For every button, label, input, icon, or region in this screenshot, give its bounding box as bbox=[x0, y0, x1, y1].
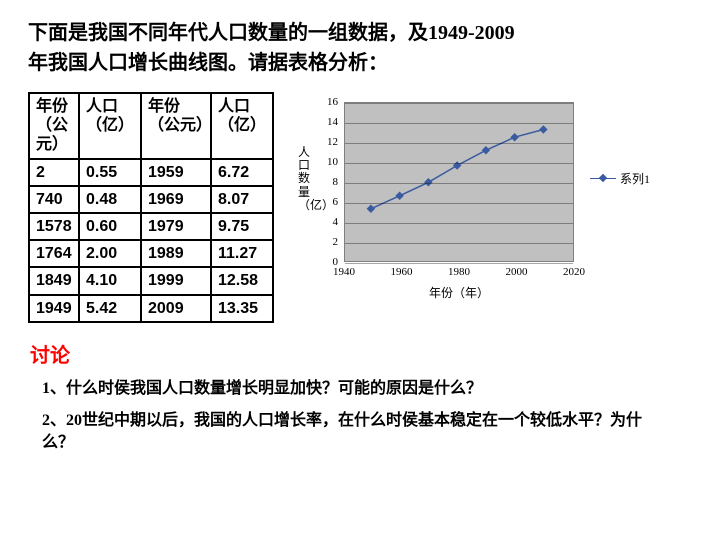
y-tick-label: 12 bbox=[318, 136, 338, 148]
table-row: 7400.4819698.07 bbox=[29, 186, 273, 213]
y-tick-label: 4 bbox=[318, 216, 338, 228]
gridline bbox=[345, 123, 573, 124]
y-axis-label: 人口数量（亿） bbox=[298, 146, 312, 212]
content-row: 年份（公元）人口（亿）年份（公元）人口（亿）20.5519596.727400.… bbox=[28, 92, 692, 323]
page-title: 下面是我国不同年代人口数量的一组数据，及1949-2009 年我国人口增长曲线图… bbox=[28, 18, 692, 78]
table-row: 18494.10199912.58 bbox=[29, 267, 273, 294]
question-1: 1、什么时侯我国人口数量增长明显加快？可能的原因是什么？ bbox=[42, 378, 672, 400]
table-cell: 2.00 bbox=[79, 240, 141, 267]
table-cell: 740 bbox=[29, 186, 79, 213]
table-row: 19495.42200913.35 bbox=[29, 295, 273, 322]
gridline bbox=[345, 263, 573, 264]
table-header: 年份（公元） bbox=[141, 93, 211, 159]
table-header: 人口（亿） bbox=[211, 93, 273, 159]
gridline bbox=[345, 103, 573, 104]
table-cell: 1578 bbox=[29, 213, 79, 240]
chart-wrapper: 人口数量（亿） 年份（年） 系列1 0246810121416194019601… bbox=[294, 92, 692, 312]
table-cell: 8.07 bbox=[211, 186, 273, 213]
table-cell: 9.75 bbox=[211, 213, 273, 240]
question-2: 2、20世纪中期以后，我国的人口增长率，在什么时侯基本稳定在一个较低水平？为什么… bbox=[42, 410, 672, 455]
x-tick-label: 2020 bbox=[554, 266, 594, 278]
table-cell: 1959 bbox=[141, 159, 211, 186]
table-header: 人口（亿） bbox=[79, 93, 141, 159]
table-cell: 0.55 bbox=[79, 159, 141, 186]
x-tick-label: 1980 bbox=[439, 266, 479, 278]
legend: 系列1 bbox=[590, 170, 650, 187]
discussion-heading: 讨论 bbox=[30, 339, 692, 368]
gridline bbox=[345, 163, 573, 164]
gridline bbox=[345, 223, 573, 224]
y-tick-label: 6 bbox=[318, 196, 338, 208]
gridline bbox=[345, 183, 573, 184]
legend-marker-icon bbox=[590, 178, 616, 179]
x-tick-label: 1960 bbox=[382, 266, 422, 278]
table-cell: 13.35 bbox=[211, 295, 273, 322]
y-tick-label: 8 bbox=[318, 176, 338, 188]
gridline bbox=[345, 143, 573, 144]
table-cell: 1999 bbox=[141, 267, 211, 294]
table-cell: 1949 bbox=[29, 295, 79, 322]
table-cell: 1849 bbox=[29, 267, 79, 294]
table-cell: 1989 bbox=[141, 240, 211, 267]
legend-label: 系列1 bbox=[620, 170, 650, 187]
table-row: 17642.00198911.27 bbox=[29, 240, 273, 267]
table-cell: 0.60 bbox=[79, 213, 141, 240]
plot-area bbox=[344, 102, 574, 262]
x-tick-label: 2000 bbox=[497, 266, 537, 278]
title-line-1: 下面是我国不同年代人口数量的一组数据，及1949-2009 bbox=[28, 22, 515, 44]
table-row: 20.5519596.72 bbox=[29, 159, 273, 186]
population-table: 年份（公元）人口（亿）年份（公元）人口（亿）20.5519596.727400.… bbox=[28, 92, 274, 323]
gridline bbox=[345, 203, 573, 204]
table-cell: 6.72 bbox=[211, 159, 273, 186]
y-tick-label: 14 bbox=[318, 116, 338, 128]
table-cell: 1969 bbox=[141, 186, 211, 213]
table-header: 年份（公元） bbox=[29, 93, 79, 159]
y-tick-label: 10 bbox=[318, 156, 338, 168]
table-row: 15780.6019799.75 bbox=[29, 213, 273, 240]
y-tick-label: 16 bbox=[318, 96, 338, 108]
table-cell: 12.58 bbox=[211, 267, 273, 294]
population-chart: 人口数量（亿） 年份（年） 系列1 0246810121416194019601… bbox=[294, 92, 654, 312]
table-cell: 11.27 bbox=[211, 240, 273, 267]
table-cell: 1764 bbox=[29, 240, 79, 267]
gridline bbox=[345, 243, 573, 244]
table-cell: 5.42 bbox=[79, 295, 141, 322]
line-series bbox=[345, 103, 573, 261]
title-line-2: 年我国人口增长曲线图。请据表格分析： bbox=[28, 52, 388, 74]
table-cell: 0.48 bbox=[79, 186, 141, 213]
table-cell: 2009 bbox=[141, 295, 211, 322]
table-cell: 2 bbox=[29, 159, 79, 186]
table-cell: 4.10 bbox=[79, 267, 141, 294]
x-axis-label: 年份（年） bbox=[344, 284, 574, 301]
table-cell: 1979 bbox=[141, 213, 211, 240]
y-tick-label: 2 bbox=[318, 236, 338, 248]
x-tick-label: 1940 bbox=[324, 266, 364, 278]
